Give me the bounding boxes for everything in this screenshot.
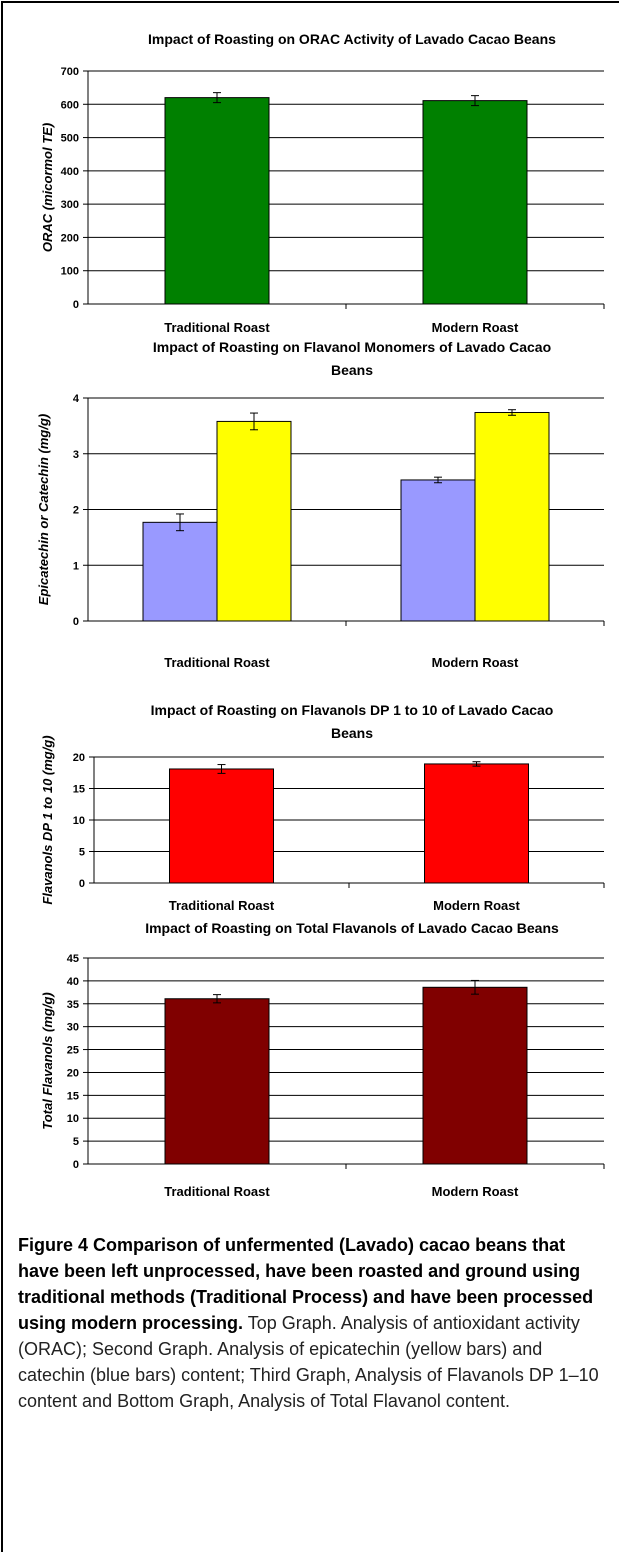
y-tick-label: 20 [73,752,85,764]
y-tick-label: 5 [73,1136,79,1148]
caption-body: Top Graph. Analysis of antioxidant activ… [18,1313,599,1411]
chart-title: Impact of Roasting on Flavanol Monomers … [153,339,551,355]
y-tick-label: 0 [73,299,79,311]
y-tick-label: 700 [61,66,79,78]
y-axis-label: Flavanols DP 1 to 10 (mg/g) [40,735,55,904]
bar [164,97,270,305]
y-tick-label: 15 [67,1090,79,1102]
chart-title: Impact of Roasting on Flavanols DP 1 to … [151,702,554,718]
chart-title: Beans [331,362,373,378]
chart-1: Impact of Roasting on ORAC Activity of L… [40,31,605,335]
bar [164,998,270,1165]
y-tick-label: 40 [67,976,79,988]
x-tick-label: Traditional Roast [164,655,270,670]
y-tick-label: 0 [73,616,79,628]
x-tick-label: Modern Roast [432,320,519,335]
y-axis-label: ORAC (micormol TE) [40,123,55,252]
y-tick-label: 400 [61,166,79,178]
caption-lead: Figure 4 Comparison of unfermented (Lava… [18,1235,594,1333]
y-tick-label: 25 [67,1045,79,1057]
y-tick-label: 1 [73,560,79,572]
chart-title: Impact of Roasting on ORAC Activity of L… [148,31,556,47]
y-tick-label: 30 [67,1022,79,1034]
y-tick-label: 4 [73,393,80,405]
y-tick-label: 35 [67,999,79,1011]
y-tick-label: 5 [79,847,85,859]
x-tick-label: Modern Roast [432,655,519,670]
charts-area: Impact of Roasting on ORAC Activity of L… [36,31,605,1199]
y-tick-label: 15 [73,784,85,796]
y-tick-label: 200 [61,232,79,244]
chart-title: Impact of Roasting on Total Flavanols of… [145,920,559,936]
y-tick-label: 10 [67,1113,79,1125]
x-tick-label: Traditional Roast [169,898,275,913]
y-axis-label: Total Flavanols (mg/g) [40,992,55,1129]
bar [142,521,218,622]
chart-title: Beans [331,725,373,741]
figure-caption: Figure 4 Comparison of unfermented (Lava… [18,1232,608,1414]
y-tick-label: 0 [73,1159,79,1171]
bar [216,420,292,622]
y-tick-label: 600 [61,99,79,111]
y-tick-label: 20 [67,1067,79,1079]
y-tick-label: 3 [73,449,79,461]
y-tick-label: 500 [61,133,79,145]
bar [169,768,274,884]
x-tick-label: Traditional Roast [164,1184,270,1199]
y-tick-label: 100 [61,266,79,278]
bar [422,100,528,305]
bar [474,411,550,622]
chart-3: Impact of Roasting on Flavanols DP 1 to … [40,702,605,913]
y-axis-label: Epicatechin or Catechin (mg/g) [36,414,51,605]
y-tick-label: 0 [79,878,85,890]
y-tick-label: 300 [61,199,79,211]
chart-2: Impact of Roasting on Flavanol Monomers … [36,339,605,670]
bar [422,986,528,1165]
bar [400,479,476,622]
x-tick-label: Modern Roast [432,1184,519,1199]
bar [424,763,529,884]
y-tick-label: 2 [73,505,79,517]
x-tick-label: Traditional Roast [164,320,270,335]
chart-4: Impact of Roasting on Total Flavanols of… [40,920,605,1199]
y-tick-label: 45 [67,953,79,965]
y-tick-label: 10 [73,815,85,827]
x-tick-label: Modern Roast [433,898,520,913]
